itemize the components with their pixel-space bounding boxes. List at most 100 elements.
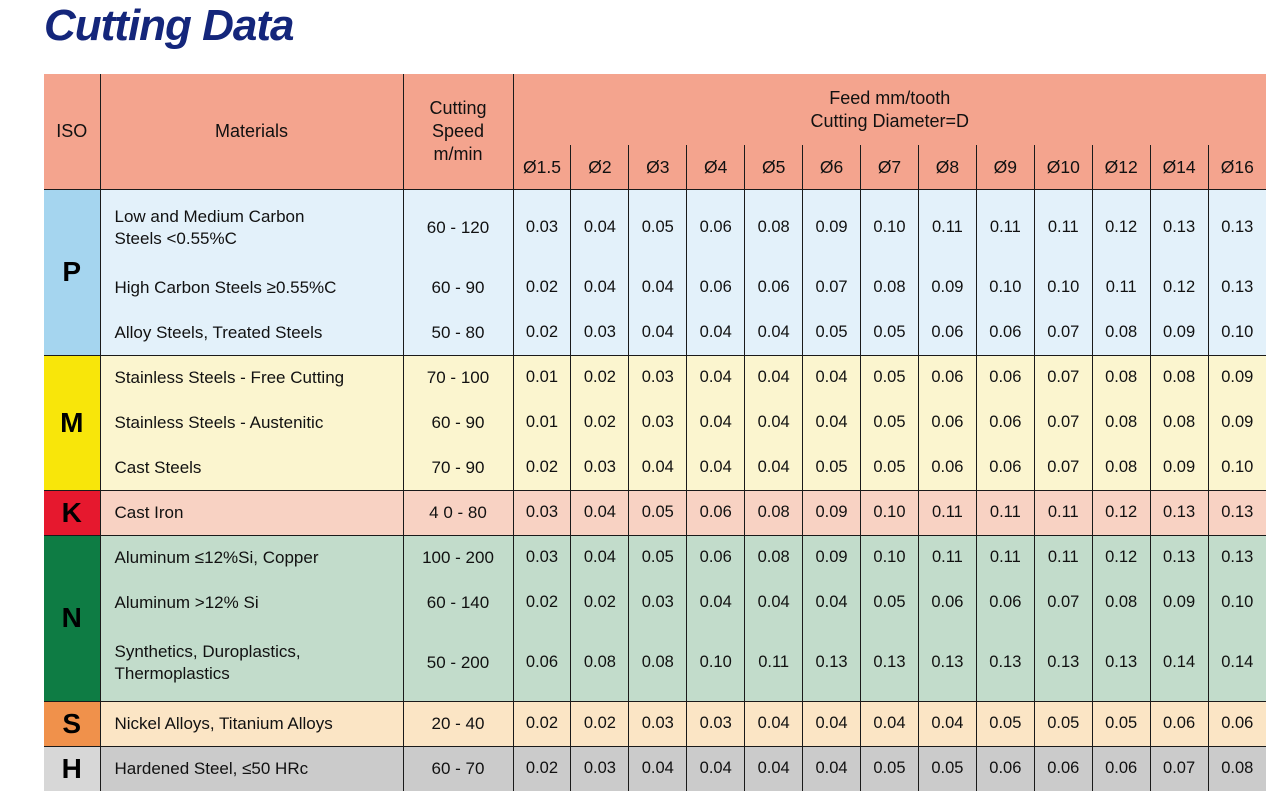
- iso-cell: H: [44, 745, 100, 792]
- feed-value-cell: 0.08: [1091, 400, 1151, 446]
- table-row: Cast Steels 70 - 90 0.02 0.03 0.04 0.04 0.04 0.…: [44, 445, 1266, 491]
- material-cell: Nickel Alloys, Titanium Alloys: [99, 700, 403, 747]
- feed-value-cell: 0.04: [628, 445, 687, 491]
- feed-value-cell: 0.02: [570, 400, 629, 446]
- cutting-speed-cell: 60 - 120: [402, 188, 513, 266]
- feed-value-cell: 0.07: [1033, 400, 1093, 446]
- diameter-header: Ø2: [570, 145, 629, 190]
- feed-value-cell: 0.03: [570, 310, 629, 356]
- feed-value-cell: 0.05: [1033, 700, 1093, 747]
- feed-value-cell: 0.04: [802, 354, 861, 401]
- diameter-header: Ø14: [1149, 145, 1209, 190]
- feed-value-cell: 0.12: [1091, 188, 1151, 266]
- iso-cell: N: [44, 534, 100, 702]
- feed-value-cell: 0.05: [628, 534, 687, 581]
- feed-value-cell: 0.02: [570, 354, 629, 401]
- feed-value-cell: 0.04: [917, 700, 977, 747]
- feed-value-cell: 0.04: [570, 489, 629, 536]
- feed-value-cell: 0.04: [686, 310, 745, 356]
- feed-value-cell: 0.02: [512, 700, 571, 747]
- feed-value-cell: 0.09: [1207, 400, 1266, 446]
- feed-value-cell: 0.08: [1149, 354, 1209, 401]
- feed-value-cell: 0.08: [1207, 745, 1266, 792]
- feed-value-cell: 0.07: [1033, 580, 1093, 626]
- feed-value-cell: 0.10: [686, 625, 745, 702]
- cutting-speed-cell: 50 - 80: [402, 310, 513, 356]
- feed-value-cell: 0.11: [1091, 265, 1151, 311]
- table-row: K Cast Iron 4 0 - 80 0.03 0.04 0.05 0.06 0.08 0.…: [44, 489, 1266, 536]
- feed-value-cell: 0.04: [628, 745, 687, 792]
- feed-value-cell: 0.08: [1149, 400, 1209, 446]
- cutting-speed-cell: 60 - 70: [402, 745, 513, 792]
- feed-value-cell: 0.10: [860, 489, 919, 536]
- feed-value-cell: 0.06: [917, 310, 977, 356]
- feed-value-cell: 0.11: [1033, 188, 1093, 266]
- feed-value-cell: 0.11: [744, 625, 803, 702]
- feed-value-cell: 0.08: [1091, 445, 1151, 491]
- cutting-speed-cell: 20 - 40: [402, 700, 513, 747]
- feed-value-cell: 0.06: [686, 265, 745, 311]
- feed-value-cell: 0.07: [1033, 310, 1093, 356]
- iso-cell: S: [44, 700, 100, 747]
- feed-value-cell: 0.14: [1207, 625, 1266, 702]
- feed-value-cell: 0.09: [1207, 354, 1266, 401]
- material-cell: High Carbon Steels ≥0.55%C: [99, 265, 403, 311]
- cutting-speed-cell: 100 - 200: [402, 534, 513, 581]
- feed-value-cell: 0.11: [975, 188, 1035, 266]
- material-cell: Low and Medium Carbon Steels <0.55%C: [99, 188, 403, 266]
- feed-value-cell: 0.09: [1149, 310, 1209, 356]
- feed-value-cell: 0.05: [860, 354, 919, 401]
- feed-value-cell: 0.04: [628, 310, 687, 356]
- feed-value-cell: 0.07: [1033, 354, 1093, 401]
- feed-value-cell: 0.04: [570, 188, 629, 266]
- feed-value-cell: 0.11: [975, 534, 1035, 581]
- feed-value-cell: 0.03: [628, 700, 687, 747]
- feed-value-cell: 0.09: [1149, 580, 1209, 626]
- cutting-speed-cell: 4 0 - 80: [402, 489, 513, 536]
- feed-value-cell: 0.04: [570, 534, 629, 581]
- feed-value-cell: 0.06: [1149, 700, 1209, 747]
- diameter-header: Ø3: [628, 145, 687, 190]
- feed-value-cell: 0.06: [917, 400, 977, 446]
- feed-value-cell: 0.05: [860, 580, 919, 626]
- feed-value-cell: 0.04: [570, 265, 629, 311]
- material-cell: Alloy Steels, Treated Steels: [99, 310, 403, 356]
- feed-value-cell: 0.08: [744, 534, 803, 581]
- feed-value-cell: 0.11: [917, 489, 977, 536]
- cutting-speed-cell: 60 - 90: [402, 400, 513, 446]
- feed-value-cell: 0.04: [744, 354, 803, 401]
- feed-value-cell: 0.06: [1033, 745, 1093, 792]
- diameter-header: Ø16: [1207, 145, 1266, 190]
- feed-value-cell: 0.08: [1091, 580, 1151, 626]
- feed-value-cell: 0.03: [628, 354, 687, 401]
- feed-value-cell: 0.04: [744, 745, 803, 792]
- feed-value-cell: 0.04: [802, 700, 861, 747]
- feed-value-cell: 0.12: [1091, 489, 1151, 536]
- feed-value-cell: 0.11: [917, 188, 977, 266]
- feed-value-cell: 0.03: [570, 745, 629, 792]
- feed-value-cell: 0.05: [628, 489, 687, 536]
- diameter-header: Ø9: [975, 145, 1035, 190]
- feed-value-cell: 0.04: [686, 745, 745, 792]
- diameter-header: Ø6: [802, 145, 861, 190]
- feed-value-cell: 0.05: [917, 745, 977, 792]
- feed-value-cell: 0.04: [686, 400, 745, 446]
- cutting-speed-cell: 50 - 200: [402, 625, 513, 702]
- feed-value-cell: 0.12: [1091, 534, 1151, 581]
- feed-value-cell: 0.10: [975, 265, 1035, 311]
- feed-value-cell: 0.04: [686, 445, 745, 491]
- feed-value-cell: 0.10: [1207, 310, 1266, 356]
- feed-value-cell: 0.07: [1149, 745, 1209, 792]
- feed-value-cell: 0.13: [1149, 188, 1209, 266]
- table-row: M Stainless Steels - Free Cutting 70 - 100…: [44, 354, 1266, 491]
- feed-value-cell: 0.08: [570, 625, 629, 702]
- material-cell: Cast Iron: [99, 489, 403, 536]
- feed-value-cell: 0.06: [512, 625, 571, 702]
- feed-value-cell: 0.06: [1091, 745, 1151, 792]
- feed-value-cell: 0.10: [1207, 445, 1266, 491]
- page-title: Cutting Data: [44, 1, 295, 50]
- feed-value-cell: 0.05: [860, 445, 919, 491]
- feed-value-cell: 0.05: [975, 700, 1035, 747]
- header-row-main: ISO Materials Cutting Speed m/min Feed m…: [44, 74, 1266, 190]
- feed-value-cell: 0.10: [1207, 580, 1266, 626]
